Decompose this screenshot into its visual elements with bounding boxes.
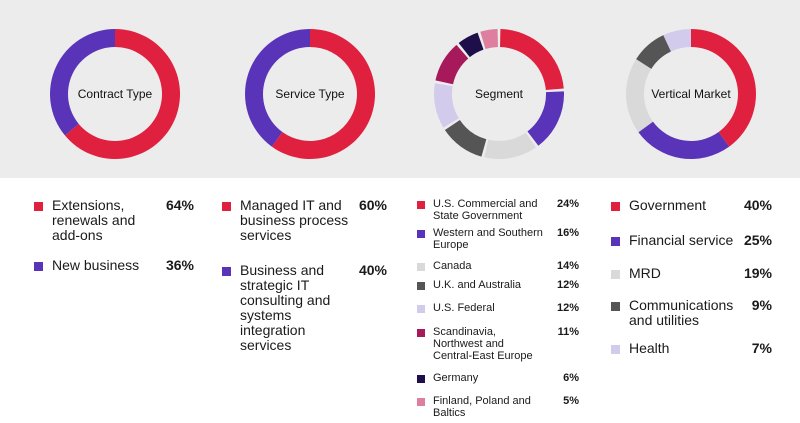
- legend-swatch: [222, 202, 231, 211]
- legend-label: Scandinavia, Northwest and Central-East …: [433, 326, 533, 362]
- legend-label: Business and strategic IT consulting and…: [240, 262, 331, 353]
- legend-value: 40%: [743, 197, 772, 213]
- legend-item: Financial service 25%: [611, 233, 772, 248]
- legend-swatch: [417, 329, 425, 337]
- legend-swatch: [417, 375, 425, 383]
- legend-value: 19%: [743, 265, 772, 281]
- legend-swatch: [611, 237, 620, 246]
- service-type-donut: Service Type: [245, 29, 375, 159]
- legend-value: 14%: [556, 260, 579, 272]
- vertical-market-donut-svg: [626, 29, 756, 159]
- service-type-title: Service Type: [275, 87, 345, 101]
- contract-type-donut-svg: [50, 29, 180, 159]
- legend-swatch: [34, 202, 43, 211]
- legend-swatch: [34, 262, 43, 271]
- legend-value: 40%: [358, 262, 387, 278]
- legend-value: 36%: [165, 257, 194, 273]
- legend-label: Health: [629, 340, 670, 356]
- vertical-market-title: Vertical Market: [651, 87, 731, 101]
- legend-item: Western and Southern Europe 16%: [417, 227, 579, 251]
- legend-item: Canada 14%: [417, 260, 579, 272]
- legend-value: 64%: [165, 197, 194, 213]
- service-type-slice-managed-it-and-business-process-services: [271, 29, 375, 159]
- contract-type-slice-new-business: [50, 29, 115, 136]
- segment-title: Segment: [474, 87, 524, 101]
- legend-item: Scandinavia, Northwest and Central-East …: [417, 326, 579, 362]
- legend-swatch: [611, 345, 620, 354]
- legend-value: 12%: [556, 302, 579, 314]
- legend-value: 5%: [563, 395, 579, 407]
- vertical-market-slice-health: [663, 29, 691, 52]
- segment-slice-western-and-southern-europe: [527, 91, 564, 146]
- legend-item: U.K. and Australia 12%: [417, 279, 579, 291]
- legend-label: MRD: [629, 265, 661, 281]
- legend-label: U.S. Federal: [433, 302, 495, 314]
- segment-slice-u-s-federal: [434, 83, 459, 128]
- contract-type-slice-extensions-renewals-and-add-ons: [64, 29, 180, 159]
- legend-item: Finland, Poland and Baltics 5%: [417, 395, 579, 419]
- legend-swatch: [222, 267, 231, 276]
- legend-swatch: [611, 302, 620, 311]
- legend-label: Finland, Poland and Baltics: [433, 395, 531, 419]
- legend-value: 12%: [556, 279, 579, 291]
- legend-value: 11%: [557, 326, 579, 338]
- segment-slice-germany: [458, 32, 484, 58]
- legend-item: New business 36%: [34, 258, 194, 273]
- legend-item: Germany 6%: [417, 372, 579, 384]
- segment-slice-canada: [484, 132, 537, 159]
- legend-label: Financial service: [629, 232, 734, 248]
- service-type-donut-svg: [245, 29, 375, 159]
- legend-label: Managed IT and business process services: [240, 197, 349, 243]
- legend-swatch: [417, 305, 425, 313]
- legend-item: MRD 19%: [611, 266, 772, 281]
- vertical-market-slice-financial-service: [638, 121, 730, 159]
- segment-slice-finland-poland-and-baltics: [480, 29, 498, 49]
- legend-value: 6%: [563, 372, 579, 384]
- legend-swatch: [611, 202, 620, 211]
- legend-label: Government: [629, 197, 707, 213]
- legend-swatch: [417, 263, 425, 271]
- legend-item: Business and strategic IT consulting and…: [222, 263, 387, 353]
- vertical-market-slice-communications-and-utilities: [636, 35, 671, 69]
- legend-label: Canada: [433, 260, 472, 272]
- legend-label: Extensions, renewals and add-ons: [52, 197, 136, 243]
- legend-label: U.K. and Australia: [433, 279, 522, 291]
- legend-item: U.S. Federal 12%: [417, 302, 579, 314]
- segment-slice-u-s-commercial-and-state-government: [500, 29, 564, 91]
- vertical-market-donut: Vertical Market: [626, 29, 756, 159]
- legend-item: Communications and utilities 9%: [611, 298, 772, 328]
- segment-slice-u-k-and-australia: [444, 120, 487, 157]
- legend-value: 60%: [358, 197, 387, 213]
- legend-label: Western and Southern Europe: [433, 227, 543, 251]
- legend-value: 24%: [556, 198, 579, 210]
- legend-value: 16%: [556, 227, 579, 239]
- legend-swatch: [417, 230, 425, 238]
- legend-label: U.S. Commercial and State Government: [433, 198, 538, 222]
- segment-slice-scandinavia-northwest-and-central-east-europe: [435, 44, 469, 85]
- legend-value: 25%: [743, 232, 772, 248]
- vertical-market-slice-mrd: [626, 59, 653, 133]
- legend-label: Germany: [433, 372, 479, 384]
- segment-donut: Segment: [434, 29, 564, 159]
- legend-swatch: [417, 398, 425, 406]
- legend-value: 7%: [751, 340, 772, 356]
- contract-type-title: Contract Type: [77, 87, 153, 101]
- legend-label: Communications and utilities: [629, 297, 734, 328]
- legend-item: Government 40%: [611, 198, 772, 213]
- legend-item: U.S. Commercial and State Government 24%: [417, 198, 579, 222]
- legend-label: New business: [52, 257, 140, 273]
- legend-swatch: [417, 282, 425, 290]
- legend-value: 9%: [751, 297, 772, 313]
- legend-swatch: [611, 270, 620, 279]
- vertical-market-slice-government: [691, 29, 756, 147]
- legend-item: Managed IT and business process services…: [222, 198, 387, 243]
- legend-item: Health 7%: [611, 341, 772, 356]
- segment-donut-svg: [434, 29, 564, 159]
- legend-swatch: [417, 201, 425, 209]
- legend-item: Extensions, renewals and add-ons 64%: [34, 198, 194, 243]
- contract-type-donut: Contract Type: [50, 29, 180, 159]
- service-type-slice-business-and-strategic-it-consulting-and-systems-integration-services: [245, 29, 310, 147]
